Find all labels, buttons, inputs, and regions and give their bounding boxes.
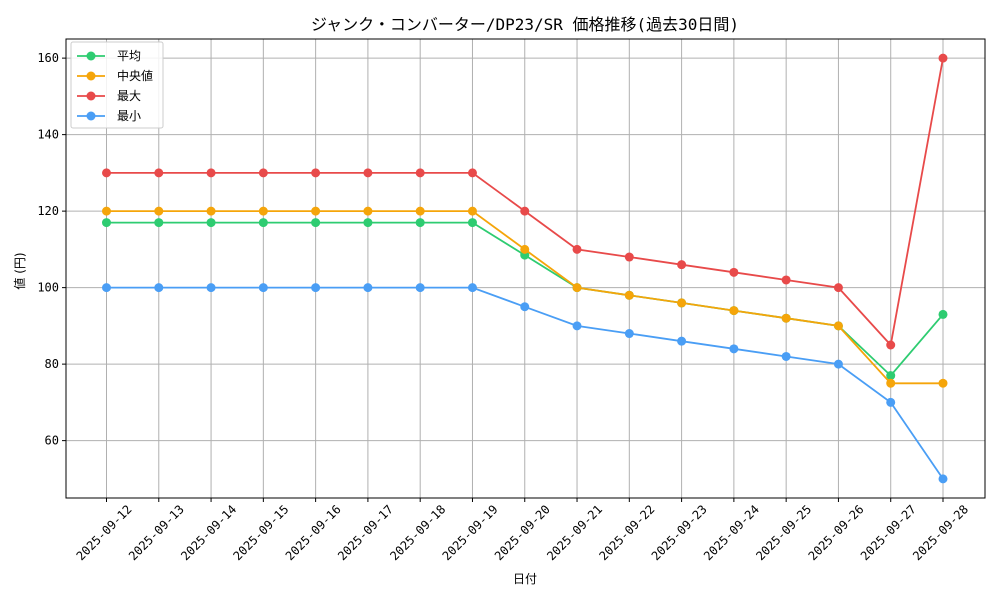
data-point <box>102 283 111 293</box>
data-point <box>833 283 843 293</box>
data-point <box>258 218 268 228</box>
data-point <box>363 218 373 228</box>
y-tick-label: 160 <box>37 51 59 65</box>
data-point <box>938 378 948 388</box>
y-axis-label: 値 (円) <box>12 252 27 289</box>
legend-marker <box>86 51 96 61</box>
plot-area-frame <box>65 38 986 499</box>
data-point <box>729 344 739 354</box>
data-point <box>677 336 687 346</box>
data-point <box>781 275 791 285</box>
legend-label: 中央値 <box>117 68 153 83</box>
y-tick-label: 120 <box>37 204 59 218</box>
data-point <box>415 168 425 178</box>
y-tick-label: 80 <box>45 357 59 371</box>
data-point <box>572 283 582 293</box>
data-point <box>467 206 477 216</box>
data-point <box>363 283 373 293</box>
data-point <box>363 206 373 216</box>
x-axis-label: 日付 <box>513 572 537 586</box>
data-point <box>938 474 948 484</box>
y-tick-label: 140 <box>37 128 59 142</box>
data-point <box>102 218 111 228</box>
data-point <box>415 218 425 228</box>
data-point <box>833 359 843 369</box>
data-point <box>415 283 425 293</box>
data-point <box>677 298 687 308</box>
grid-lines <box>66 39 985 498</box>
data-point <box>206 168 216 178</box>
chart-title: ジャンク・コンバーター/DP23/SR 価格推移(過去30日間) <box>311 15 739 34</box>
data-point <box>311 168 321 178</box>
data-point <box>206 218 216 228</box>
series-中央値 <box>102 206 948 388</box>
legend-marker <box>86 71 96 81</box>
data-point <box>102 168 111 178</box>
x-axis-ticks: 2025-09-122025-09-132025-09-142025-09-15… <box>74 498 971 563</box>
legend-marker <box>86 91 96 101</box>
y-tick-label: 100 <box>37 281 59 295</box>
data-point <box>677 260 687 270</box>
data-point <box>206 283 216 293</box>
data-point <box>520 244 530 254</box>
data-point <box>467 168 477 178</box>
data-point <box>781 313 791 323</box>
data-point <box>729 306 739 316</box>
data-point <box>154 283 164 293</box>
data-point <box>154 168 164 178</box>
legend-label: 平均 <box>117 49 141 63</box>
legend-label: 最小 <box>117 109 141 123</box>
data-point <box>886 397 896 407</box>
series-最大 <box>102 53 948 350</box>
x-tick-label: 2025-09-28 <box>910 502 971 563</box>
data-point <box>572 244 582 254</box>
legend-label: 最大 <box>117 89 141 103</box>
legend-box <box>70 41 164 129</box>
data-point <box>729 267 739 277</box>
data-point <box>833 321 843 331</box>
data-point <box>624 329 634 339</box>
data-point <box>206 206 216 216</box>
data-point <box>886 378 896 388</box>
data-point <box>624 290 634 300</box>
data-point <box>258 168 268 178</box>
data-point <box>886 371 896 381</box>
data-point <box>520 206 530 216</box>
y-axis-ticks: 60 80 100 120 140 160 <box>37 51 66 448</box>
data-point <box>886 340 896 350</box>
data-point <box>311 283 321 293</box>
data-point <box>467 218 477 228</box>
series-最小 <box>102 283 948 484</box>
data-point <box>572 321 582 331</box>
data-point <box>363 168 373 178</box>
data-point <box>154 218 164 228</box>
data-point <box>311 218 321 228</box>
data-point <box>415 206 425 216</box>
data-point <box>102 206 111 216</box>
data-point <box>154 206 164 216</box>
data-point <box>467 283 477 293</box>
data-point <box>938 309 948 319</box>
data-point <box>781 351 791 361</box>
series-group <box>102 53 948 484</box>
y-tick-label: 60 <box>45 434 59 448</box>
data-point <box>520 302 530 312</box>
data-point <box>311 206 321 216</box>
legend-marker <box>86 111 96 121</box>
data-point <box>258 283 268 293</box>
data-point <box>938 53 948 63</box>
data-point <box>624 252 634 262</box>
data-point <box>258 206 268 216</box>
